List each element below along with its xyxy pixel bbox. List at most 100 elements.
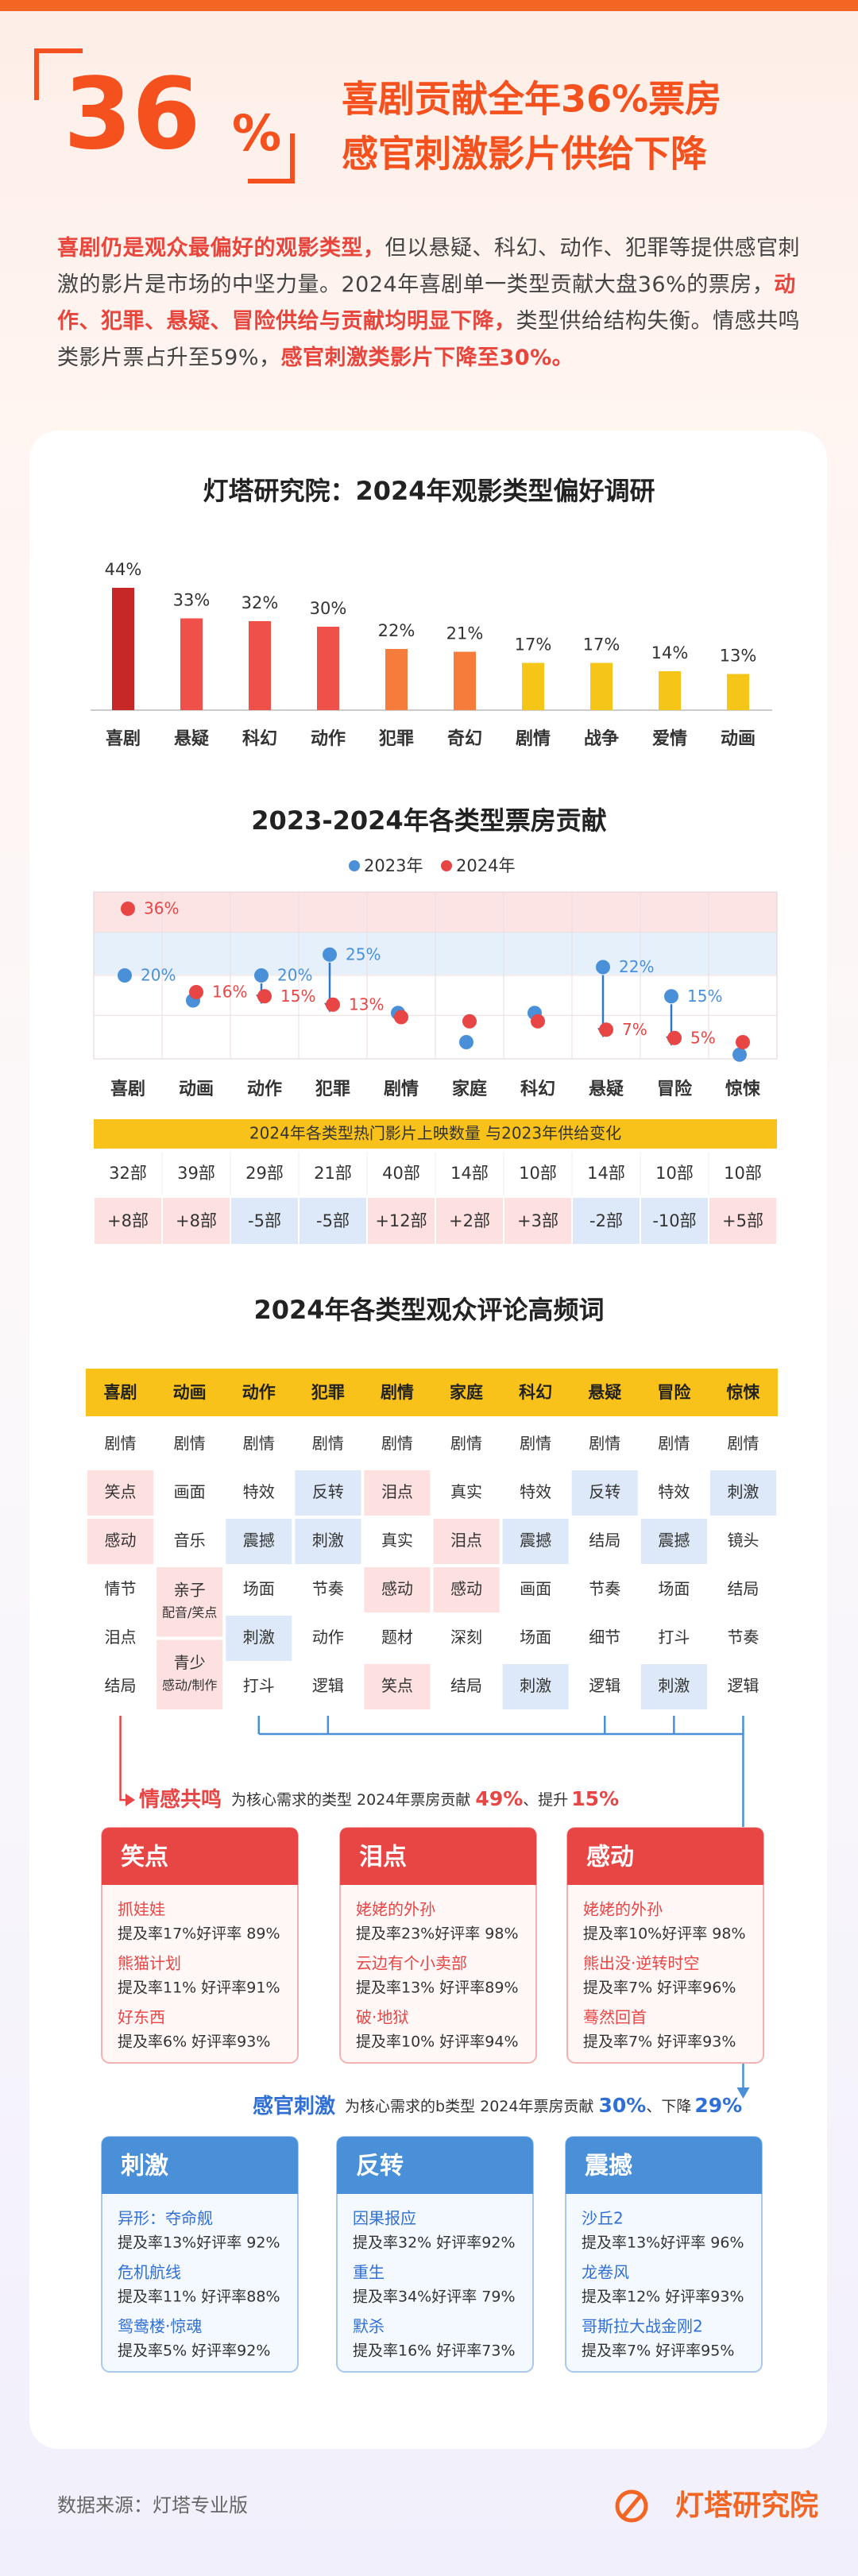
headline: 喜剧贡献全年36%票房 xyxy=(342,78,721,121)
summary-label: 感官刺激 xyxy=(253,2094,335,2118)
cell-text: 逻辑 xyxy=(727,1676,759,1695)
column-header: 惊悚 xyxy=(726,1383,760,1402)
dot xyxy=(531,1014,545,1029)
value-label: 30% xyxy=(310,599,347,618)
film-stats: 提及率17%好评率 89% xyxy=(118,1925,280,1943)
cell-text: 画面 xyxy=(520,1579,551,1598)
cell-text: 震撼 xyxy=(520,1531,551,1550)
table-cell: 10部 xyxy=(655,1164,694,1183)
cell-text: 剧情 xyxy=(520,1434,551,1453)
table-cell-bg xyxy=(436,1198,503,1244)
cell-text: 刺激 xyxy=(658,1676,690,1695)
table-cell: 39部 xyxy=(177,1164,215,1183)
table-cell: 14部 xyxy=(450,1164,489,1183)
summary-line: 情感共鸣 为核心需求的类型 2024年票房贡献 49%、提升 15% xyxy=(139,1787,619,1812)
cell-text: 剧情 xyxy=(174,1434,206,1453)
film-stats: 提及率7% 好评率96% xyxy=(583,1979,736,1997)
cell-text: 深刻 xyxy=(450,1628,482,1647)
card-title: 反转 xyxy=(356,2153,404,2180)
cell-highlight xyxy=(640,1664,707,1709)
bar xyxy=(385,649,408,710)
summary-text: 为核心需求的类型 2024年票房贡献 xyxy=(231,1791,470,1809)
table-header xyxy=(94,1119,777,1149)
x-tick-label: 犯罪 xyxy=(378,728,414,749)
column-header: 犯罪 xyxy=(311,1383,345,1402)
cell-text: 场面 xyxy=(243,1579,275,1598)
cell-highlight xyxy=(433,1519,500,1564)
cell-text: 剧情 xyxy=(727,1434,759,1453)
bar xyxy=(659,671,681,710)
film-name: 沙丘2 xyxy=(582,2209,624,2228)
value-label: 22% xyxy=(619,957,654,976)
legend-label: 2023年 xyxy=(364,856,423,875)
cell-text: 特效 xyxy=(243,1482,275,1501)
column-header: 科幻 xyxy=(519,1383,552,1402)
intro: 喜剧仍是观众最偏好的观影类型，但以悬疑、科幻、动作、犯罪等提供感官刺激的影片是市… xyxy=(57,230,808,377)
film-stats: 提及率7% 好评率95% xyxy=(582,2342,734,2360)
table-cell: 10部 xyxy=(724,1164,762,1183)
cell-text: 镜头 xyxy=(727,1531,759,1550)
card-header xyxy=(337,2137,533,2194)
column-header: 家庭 xyxy=(450,1383,483,1402)
table-cell-bg xyxy=(95,1198,161,1244)
bar xyxy=(454,651,476,710)
dot xyxy=(394,1010,408,1025)
table-header xyxy=(86,1369,778,1416)
x-tick-label: 科幻 xyxy=(242,728,277,749)
intro-segment: 类型供给结构失衡。情感共鸣类影片票占升至59%， xyxy=(57,309,800,370)
card-header xyxy=(102,2137,298,2194)
value-label: 20% xyxy=(277,966,312,985)
cell-highlight xyxy=(640,1519,707,1564)
cell-highlight xyxy=(157,1639,223,1709)
cell-text: 剧情 xyxy=(589,1434,620,1453)
cell-highlight xyxy=(709,1470,776,1516)
table-cell-bg xyxy=(709,1198,776,1244)
logo-icon xyxy=(620,2493,644,2520)
film-name: 龙卷风 xyxy=(582,2263,629,2282)
card-title: 感动 xyxy=(586,1844,634,1871)
cell-text: 泪点 xyxy=(381,1482,413,1501)
value-label: 33% xyxy=(173,591,211,610)
film-name: 哥斯拉大战金刚2 xyxy=(582,2317,703,2336)
film-name: 重生 xyxy=(353,2263,385,2282)
film-stats: 提及率34%好评率 79% xyxy=(353,2288,516,2306)
cell-text: 感动 xyxy=(381,1579,413,1598)
dot xyxy=(257,989,272,1004)
value-label: 32% xyxy=(242,593,279,612)
column-header: 悬疑 xyxy=(588,1383,621,1402)
logo: 灯塔研究院 xyxy=(675,2489,818,2522)
value-label: 7% xyxy=(622,1020,647,1039)
summary-share: 30% xyxy=(598,2094,646,2117)
x-tick-label: 动作 xyxy=(311,729,346,749)
cell-text: 特效 xyxy=(658,1482,690,1501)
bar xyxy=(590,662,613,710)
summary-joiner: 、提升 xyxy=(523,1791,568,1809)
film-name: 危机航线 xyxy=(118,2263,181,2282)
table-cell: -5部 xyxy=(248,1211,281,1230)
cell-text: 节奏 xyxy=(727,1628,759,1647)
film-stats: 提及率10%好评率 98% xyxy=(583,1925,746,1943)
value-label: 15% xyxy=(687,987,722,1006)
cell-highlight xyxy=(571,1470,638,1516)
cell-text: 场面 xyxy=(520,1628,551,1647)
table-cell-bg xyxy=(641,1198,708,1244)
cell-text: 反转 xyxy=(312,1482,344,1501)
cell-text: 题材 xyxy=(381,1628,413,1647)
x-tick-label: 科幻 xyxy=(520,1079,555,1099)
bar xyxy=(317,627,339,710)
card-title: 笑点 xyxy=(121,1844,168,1871)
cell-highlight xyxy=(364,1470,431,1516)
table-title: 2024年各类型热门影片上映数量 与2023年供给变化 xyxy=(249,1124,621,1143)
cell-text: 刺激 xyxy=(312,1531,344,1550)
table-cell-bg xyxy=(300,1198,366,1244)
value-label: 25% xyxy=(346,944,381,964)
film-name: 破·地狱 xyxy=(356,2008,408,2027)
cell-text: 剧情 xyxy=(658,1434,690,1453)
value-label: 14% xyxy=(651,643,689,662)
value-label: 36% xyxy=(144,899,179,918)
film-name: 抓娃娃 xyxy=(118,1900,165,1919)
dot xyxy=(599,1022,613,1037)
film-stats: 提及率13% 好评率89% xyxy=(356,1979,519,1997)
x-tick-label: 剧情 xyxy=(384,1079,419,1099)
dot xyxy=(667,1030,682,1045)
